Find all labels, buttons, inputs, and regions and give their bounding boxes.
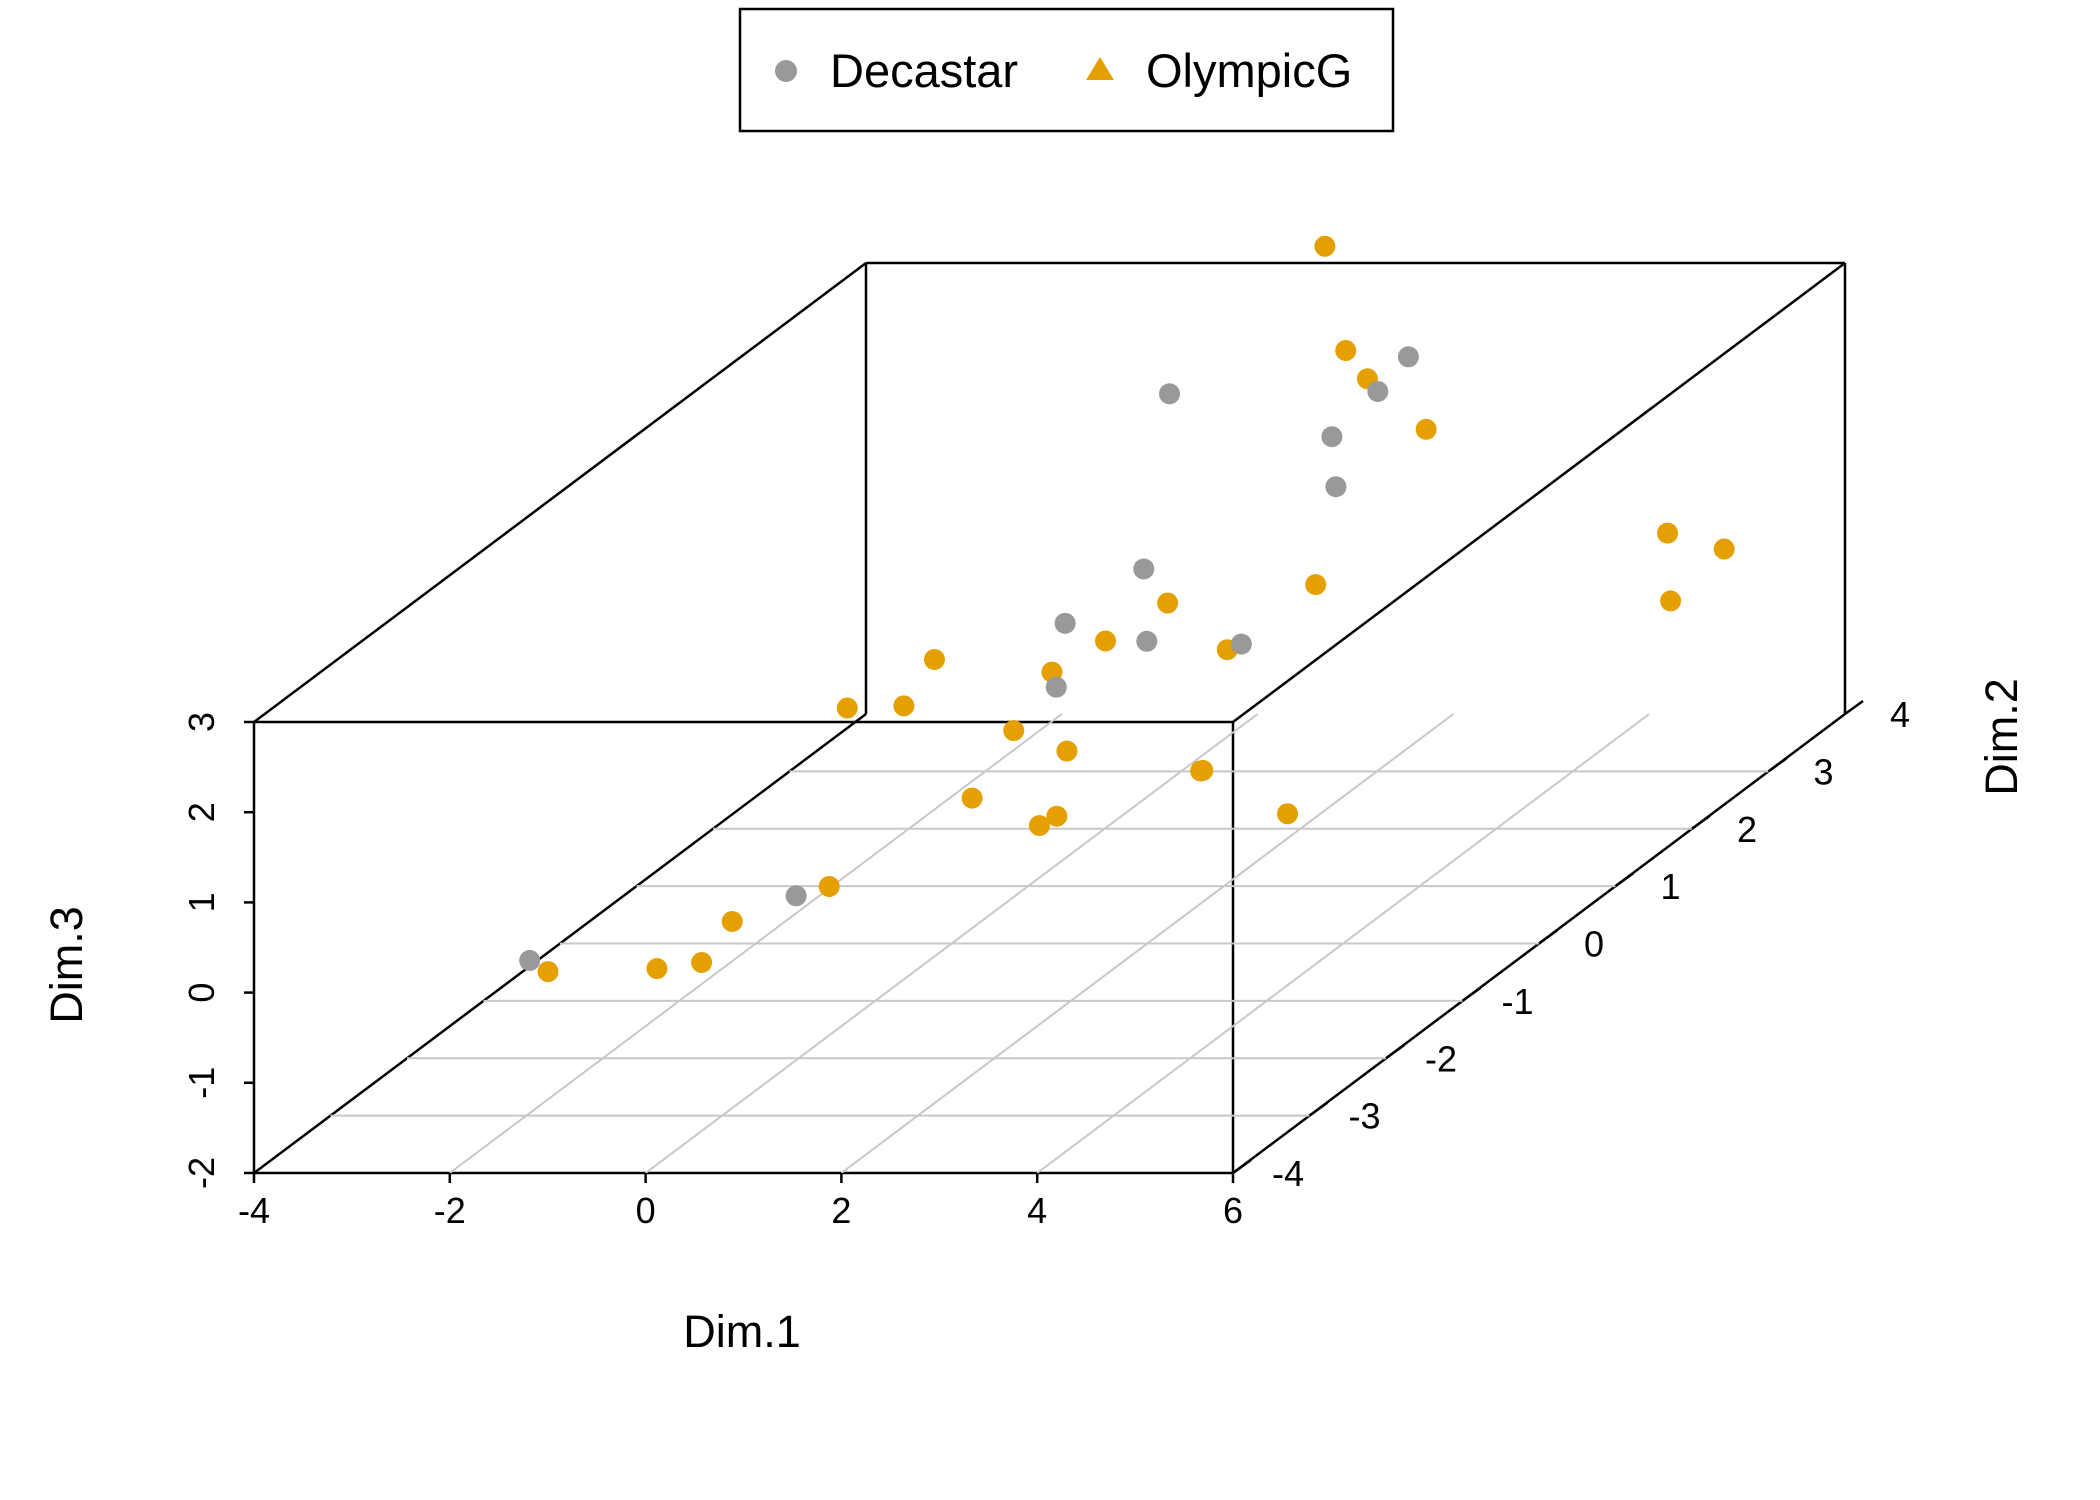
point-olympicg-15: [1003, 720, 1025, 742]
y-tick-label-2: -2: [1425, 1038, 1457, 1079]
y-tick-3: [1461, 986, 1482, 1002]
point-decastar-0: [1158, 383, 1180, 405]
y-axis-title: Dim.2: [1976, 678, 2027, 796]
x-tick-label-3: 2: [831, 1190, 851, 1231]
grid-layer: [330, 713, 1769, 1174]
point-olympicg-19: [1046, 805, 1068, 827]
legend: Decastar OlympicG: [738, 7, 1395, 133]
y-tick-label-6: 2: [1737, 809, 1757, 850]
legend-box: [738, 7, 1395, 133]
y-tick-label-0: -4: [1272, 1153, 1304, 1194]
y-tick-label-1: -3: [1348, 1096, 1380, 1137]
y-tick-label-4: 0: [1584, 924, 1604, 965]
z-tick-label-2: 0: [181, 983, 222, 1003]
y-tick-4: [1538, 929, 1558, 945]
point-olympicg-16: [1056, 740, 1078, 762]
y-tick-1: [1308, 1101, 1329, 1117]
x-tick-label-0: -4: [238, 1190, 270, 1231]
y-tick-6: [1691, 814, 1711, 830]
box-edge-top-left: [253, 262, 867, 723]
point-olympicg-17: [961, 787, 983, 809]
z-tick-label-3: 1: [181, 892, 222, 912]
z-tick-label-0: -2: [181, 1157, 222, 1189]
legend-decastar-marker: [775, 60, 797, 82]
y-tick-label-3: -1: [1501, 981, 1533, 1022]
point-olympicg-0: [1314, 235, 1336, 257]
point-olympicg-5: [1713, 538, 1735, 560]
point-decastar-3: [1367, 380, 1389, 402]
point-olympicg-6: [1660, 590, 1682, 612]
y-tick-0: [1232, 1158, 1252, 1175]
point-olympicg-13: [893, 695, 915, 717]
legend-olympicg-label: OlympicG: [1146, 44, 1352, 97]
y-tick-7: [1767, 757, 1788, 773]
point-olympicg-8: [1305, 574, 1327, 596]
y-tick-8: [1844, 699, 1864, 716]
point-decastar-2: [1397, 346, 1419, 368]
x-axis-title: Dim.1: [683, 1306, 801, 1357]
point-olympicg-25: [721, 910, 743, 932]
legend-decastar-label: Decastar: [830, 44, 1018, 97]
point-decastar-5: [1133, 558, 1155, 580]
point-decastar-10: [519, 949, 541, 971]
point-decastar-4: [1321, 426, 1343, 448]
box-edge-top-right: [1232, 262, 1846, 723]
point-olympicg-22: [1277, 803, 1299, 825]
point-olympicg-7: [1157, 592, 1179, 614]
point-layer: [519, 235, 1735, 983]
x-tick-label-4: 4: [1027, 1190, 1047, 1231]
point-olympicg-24: [646, 958, 668, 980]
y-tick-label-7: 3: [1813, 751, 1833, 792]
tick-layer: -4 -2 0 2 4 6 -2 -1 0 1 2 3 -4 -3 -2 -1 0 1 2 3 4: [181, 694, 1910, 1231]
y-tick-5: [1614, 872, 1635, 888]
point-olympicg-3: [1415, 418, 1437, 440]
point-decastar-7: [1136, 630, 1158, 652]
z-tick-label-4: 2: [181, 802, 222, 822]
point-olympicg-18: [1028, 815, 1050, 837]
z-tick-label-1: -1: [181, 1067, 222, 1099]
x-tick-label-1: -2: [434, 1190, 466, 1231]
point-decastar-6: [1054, 612, 1076, 634]
point-decastar-8: [1045, 676, 1067, 698]
legend-olympicg-marker: [1086, 57, 1114, 80]
point-olympicg-14: [836, 697, 858, 719]
y-tick-label-8: 4: [1890, 694, 1910, 735]
point-olympicg-26: [691, 951, 713, 973]
x-tick-label-5: 6: [1223, 1190, 1243, 1231]
point-olympicg-1: [1335, 339, 1357, 361]
x-tick-label-2: 0: [636, 1190, 656, 1231]
box-layer: [252, 261, 1847, 1175]
point-decastar-11: [785, 885, 807, 907]
point-olympicg-10: [1095, 630, 1117, 652]
y-tick-label-5: 1: [1660, 866, 1680, 907]
point-olympicg-21: [1192, 759, 1214, 781]
point-olympicg-12: [923, 648, 945, 670]
point-olympicg-23: [818, 875, 840, 897]
point-olympicg-4: [1657, 522, 1679, 544]
point-olympicg-27: [537, 961, 559, 983]
y-tick-2: [1385, 1044, 1405, 1060]
point-decastar-1: [1325, 476, 1347, 498]
z-tick-label-5: 3: [181, 712, 222, 732]
z-axis-title: Dim.3: [41, 906, 92, 1024]
point-decastar-9: [1230, 633, 1252, 655]
